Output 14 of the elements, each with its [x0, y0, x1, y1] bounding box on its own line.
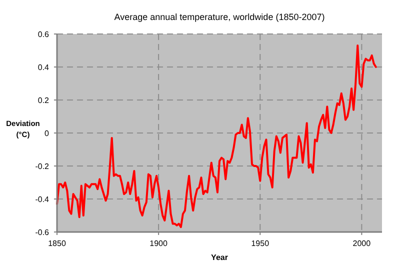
y-tick-label: -0.4 — [35, 194, 50, 204]
y-tick-label: 0.4 — [38, 62, 50, 72]
y-tick-label: -0.6 — [35, 228, 50, 237]
y-tick-label: 0 — [44, 128, 50, 138]
y-tick-label: 0.2 — [38, 96, 50, 105]
y-tick-label: -0.2 — [35, 162, 50, 171]
x-axis-title: Year — [211, 253, 228, 262]
x-tick-label: 2000 — [352, 239, 372, 248]
line-series — [56, 44, 377, 228]
x-tick-label: 1900 — [150, 239, 168, 248]
x-tick-label: 1950 — [251, 239, 270, 248]
chart-title: Average annual temperature, worldwide (1850-2007) — [114, 12, 325, 22]
y-tick-label: 0.6 — [38, 30, 50, 39]
x-tick-label: 1850 — [48, 239, 66, 248]
